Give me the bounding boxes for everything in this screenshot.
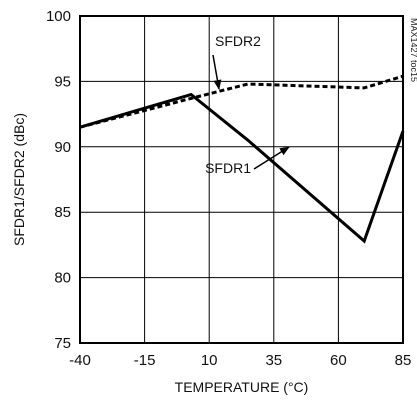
tick-labels: -40 -15 10 35 60 85 75 80 85 90 95 100 [46, 8, 411, 369]
y-tick-label: 80 [54, 270, 71, 287]
annotation-arrow [212, 54, 222, 90]
x-tick-label: -15 [134, 352, 156, 369]
grid-lines [80, 16, 403, 343]
x-axis-label: TEMPERATURE (°C) [175, 379, 309, 395]
y-axis-label: SFDR1/SFDR2 (dBc) [11, 113, 27, 246]
series-lines [79, 74, 405, 244]
x-tick-label: 85 [395, 352, 412, 369]
series-label-sfdr1: SFDR1 [205, 160, 251, 176]
series-line-sfdr1 [79, 92, 405, 244]
x-tick-label: -40 [69, 352, 91, 369]
y-tick-label: 75 [54, 335, 71, 352]
x-tick-label: 35 [265, 352, 282, 369]
watermark-label: MAX1427 toc15 [409, 18, 417, 82]
annotation-arrow [253, 146, 290, 170]
y-tick-label: 100 [46, 8, 71, 25]
y-tick-label: 95 [54, 73, 71, 90]
plot-frame [79, 15, 404, 344]
annotations: SFDR2 SFDR1 [205, 33, 290, 176]
y-tick-label: 90 [54, 139, 71, 156]
series-line-sfdr2 [79, 74, 404, 129]
x-tick-label: 60 [330, 352, 347, 369]
x-tick-label: 10 [201, 352, 218, 369]
series-label-sfdr2: SFDR2 [215, 33, 261, 49]
y-tick-label: 85 [54, 204, 71, 221]
